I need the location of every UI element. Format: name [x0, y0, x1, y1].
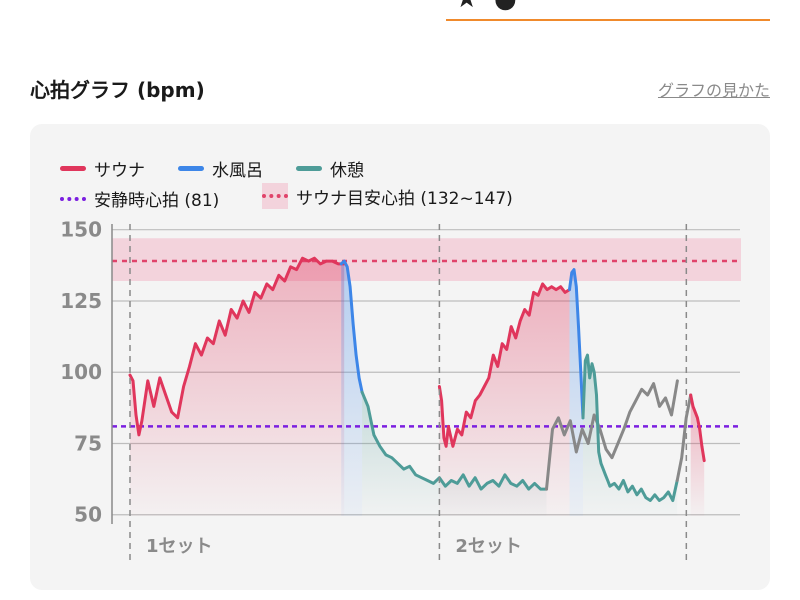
legend-item-rest: 休憩 — [296, 156, 364, 181]
line-sauna-set-2 — [437, 282, 571, 448]
legend-item-target-heart-rate: サウナ目安心拍 (132~147) — [262, 183, 513, 209]
y-tick-label: 75 — [74, 431, 102, 455]
y-tick-label: 150 — [60, 218, 102, 242]
line-rest-set-2 — [581, 353, 679, 502]
heart-rate-plot: 1セット 2セット 150 125 100 75 50 — [60, 218, 741, 564]
legend-label-rest: 休憩 — [330, 161, 364, 181]
fill-sauna-set-1 — [130, 258, 345, 516]
legend-item-bath: 水風呂 — [178, 156, 263, 181]
y-tick-label: 125 — [60, 289, 102, 313]
legend-item-resting-heart-rate: 安静時心拍 (81) — [60, 186, 219, 211]
bath-line-swatch — [178, 166, 204, 171]
legend-item-sauna: サウナ — [60, 156, 145, 181]
fill-bath-set-2 — [569, 269, 583, 516]
line-rest-set-1 — [360, 390, 548, 491]
fill-sauna-set-2 — [690, 395, 705, 516]
set-label-2: 2セット — [455, 536, 522, 557]
fill-bath-set-1 — [341, 261, 363, 516]
line-other-set-1 — [545, 379, 679, 491]
line-sauna-set-1 — [128, 256, 346, 437]
y-tick-label: 100 — [60, 360, 102, 384]
line-bath-set-2 — [568, 268, 585, 420]
rest-line-swatch — [296, 166, 322, 171]
heart-rate-chart-card: サウナ 水風呂 休憩 安静時心拍 (81) サウナ目安心拍 (132~147) … — [30, 124, 770, 590]
y-tick-label: 50 — [74, 503, 102, 527]
active-tab-underline — [446, 19, 770, 21]
resting-dotted-swatch — [60, 196, 86, 201]
target-band-swatch — [262, 183, 288, 209]
sauna-line-swatch — [60, 166, 86, 171]
legend-label-resting: 安静時心拍 (81) — [94, 191, 220, 211]
tab-glyph-cut: ● — [494, 0, 517, 12]
legend-label-sauna: サウナ — [94, 161, 145, 181]
top-tab-strip: ★ ● — [0, 0, 800, 40]
fill-sauna-set-2 — [439, 283, 570, 516]
set-label-1: 1セット — [146, 536, 213, 557]
chart-legend: サウナ 水風呂 休憩 安静時心拍 (81) サウナ目安心拍 (132~147) — [30, 124, 770, 224]
target-heart-rate-band — [112, 238, 741, 282]
legend-label-bath: 水風呂 — [212, 161, 263, 181]
line-other-set-2 — [675, 393, 693, 482]
line-bath-set-1 — [339, 259, 364, 394]
star-icon: ★ — [455, 0, 478, 12]
legend-label-target: サウナ目安心拍 (132~147) — [296, 188, 513, 209]
line-sauna-set-2 — [689, 393, 706, 463]
how-to-read-graph-link[interactable]: グラフの見かた — [657, 81, 770, 100]
heart-rate-chart-title: 心拍グラフ (bpm) — [30, 78, 205, 102]
